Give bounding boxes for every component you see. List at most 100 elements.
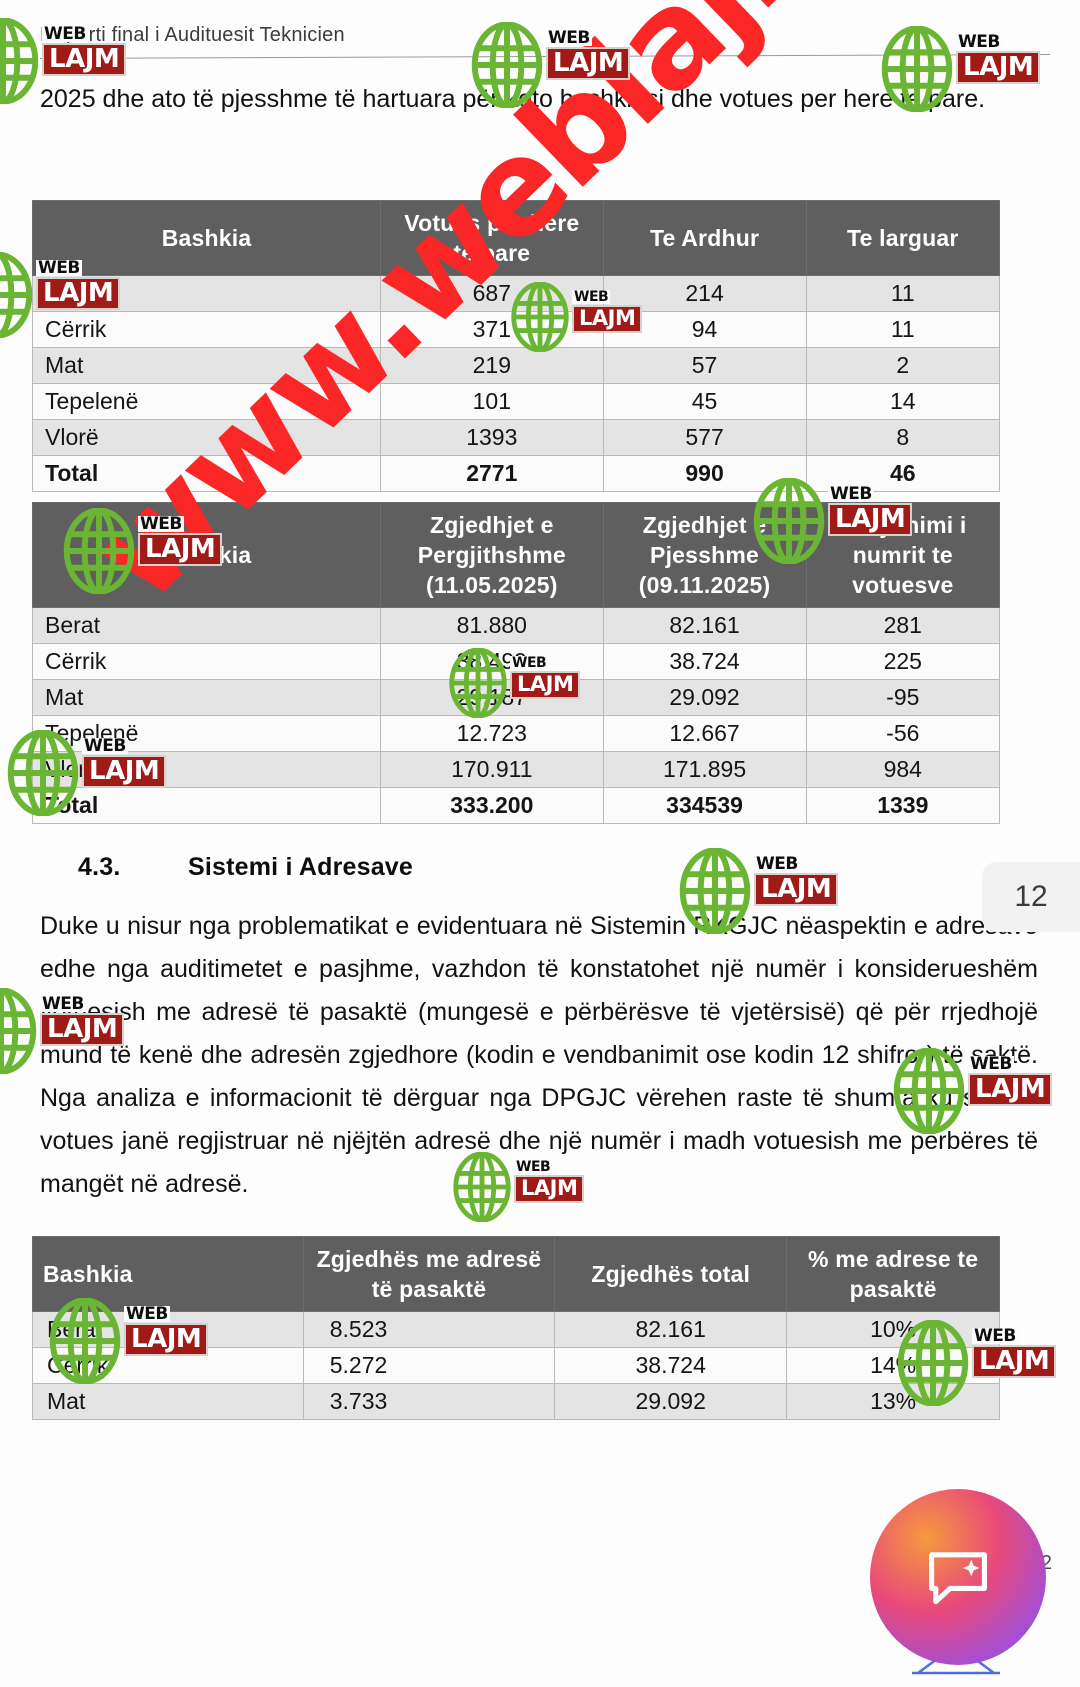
stamp-web-label: WEB bbox=[754, 854, 800, 874]
table-adrese-te-pasakte: Bashkia Zgjedhës me adresë të pasaktë Zg… bbox=[32, 1236, 1000, 1420]
globe-icon bbox=[0, 18, 39, 104]
table-votues-per-here-te-pare: Bashkia Votues per here te pare Te Ardhu… bbox=[31, 200, 1001, 492]
cell-ardhur: 94 bbox=[602, 311, 807, 348]
col-header-perqindje: % me adrese te pasaktë bbox=[786, 1236, 1000, 1312]
cell-pasakte: 3.733 bbox=[302, 1383, 556, 1420]
cell-bashkia: Mat bbox=[31, 347, 382, 384]
cell-pergjithshme: 29.187 bbox=[380, 679, 604, 716]
col-header-total: Zgjedhës total bbox=[554, 1236, 788, 1312]
section-title: Sistemi i Adresave bbox=[188, 853, 414, 881]
table-row: Mat 219 57 2 bbox=[31, 347, 1001, 384]
cell-total-pergjithshme: 333.200 bbox=[380, 787, 604, 824]
col-header-bashkia: Bashkia bbox=[32, 1236, 304, 1312]
table-row: Tepelenë 12.723 12.667 -56 bbox=[31, 715, 1001, 752]
document-header: Raporti final i Audituesit Teknicien bbox=[40, 24, 1050, 59]
cell-larguar: 14 bbox=[805, 383, 1001, 420]
cell-perqindje: 14% bbox=[786, 1347, 1000, 1384]
col-header-bashkia: Bashkia bbox=[31, 502, 382, 608]
table-total-row: Total 333.200 334539 1339 bbox=[31, 787, 1001, 824]
cell-ndryshimi: 984 bbox=[805, 751, 1001, 788]
cell-votues: 1393 bbox=[380, 419, 604, 456]
cell-bashkia: Berat bbox=[31, 607, 382, 644]
cell-pergjithshme: 38.499 bbox=[380, 643, 604, 680]
cell-larguar: 11 bbox=[805, 275, 1001, 312]
cell-pjesshme: 12.667 bbox=[602, 715, 807, 752]
chat-sparkle-icon bbox=[929, 1552, 987, 1605]
header-rule bbox=[40, 54, 1050, 59]
cell-bashkia: Tepelenë bbox=[31, 715, 382, 752]
cell-bashkia: Tepelenë bbox=[31, 383, 382, 420]
cell-ardhur: 577 bbox=[602, 419, 807, 456]
cell-ardhur: 45 bbox=[602, 383, 807, 420]
cell-votues: 219 bbox=[380, 347, 604, 384]
paragraph-adresave: Duke u nisur nga problematikat e evident… bbox=[40, 912, 1038, 1198]
table-header-row: Bashkia Zgjedhjet e Pergjithshme (11.05.… bbox=[31, 502, 1001, 608]
col-header-ndryshimi: Ndryshimi i numrit te votuesve bbox=[805, 502, 1001, 608]
cell-ardhur: 57 bbox=[602, 347, 807, 384]
cell-pasakte: 5.272 bbox=[302, 1347, 556, 1384]
col-header-pergjithshme: Zgjedhjet e Pergjithshme (11.05.2025) bbox=[380, 502, 604, 608]
cell-bashkia: Mat bbox=[32, 1383, 304, 1420]
cell-pergjithshme: 81.880 bbox=[380, 607, 604, 644]
header-title: Raporti final i Audituesit Teknicien bbox=[40, 24, 345, 46]
section-number: 4.3. bbox=[78, 853, 121, 881]
cell-pjesshme: 38.724 bbox=[602, 643, 807, 680]
cell-bashkia: Berat bbox=[31, 275, 382, 312]
col-header-pjesshme: Zgjedhjet e Pjesshme (09.11.2025) bbox=[602, 502, 807, 608]
cell-perqindje: 10% bbox=[786, 1311, 1000, 1348]
cell-bashkia: Cërrik bbox=[32, 1347, 304, 1384]
cell-total-label: Total bbox=[31, 787, 382, 824]
section-heading: 4.3. Sistemi i Adresave bbox=[78, 853, 413, 882]
cell-pasakte: 8.523 bbox=[302, 1311, 556, 1348]
table-row: Mat 3.733 29.092 13% bbox=[32, 1383, 1000, 1420]
cell-pjesshme: 82.161 bbox=[602, 607, 807, 644]
cell-total: 38.724 bbox=[554, 1347, 788, 1384]
col-header-bashkia: Bashkia bbox=[31, 200, 382, 276]
cell-total-pjesshme: 334539 bbox=[602, 787, 807, 824]
cell-ndryshimi: -95 bbox=[805, 679, 1001, 716]
table-header-row: Bashkia Votues per here te pare Te Ardhu… bbox=[31, 200, 1001, 276]
cell-bashkia: Vlorë bbox=[31, 751, 382, 788]
cell-votues: 687 bbox=[380, 275, 604, 312]
table-row: Cërrik 371 94 11 bbox=[31, 311, 1001, 348]
table-total-row: Total 2771 990 46 bbox=[31, 455, 1001, 492]
col-header-ardhur: Te Ardhur bbox=[602, 200, 807, 276]
cell-larguar: 11 bbox=[805, 311, 1001, 348]
col-header-pasakte: Zgjedhës me adresë të pasaktë bbox=[302, 1236, 556, 1312]
paragraph-top: 2025 dhe ato të pjesshme të hartuara për… bbox=[40, 85, 986, 113]
cell-bashkia: Vlorë bbox=[31, 419, 382, 456]
globe-icon bbox=[0, 252, 33, 338]
table-krahasimi-zgjedhjeve: Bashkia Zgjedhjet e Pergjithshme (11.05.… bbox=[31, 502, 1001, 824]
cell-ndryshimi: 281 bbox=[805, 607, 1001, 644]
cell-total-larguar: 46 bbox=[805, 455, 1001, 492]
cell-total-votues: 2771 bbox=[380, 455, 604, 492]
table-row: Cërrik 5.272 38.724 14% bbox=[32, 1347, 1000, 1384]
cell-pergjithshme: 12.723 bbox=[380, 715, 604, 752]
cell-perqindje: 13% bbox=[786, 1383, 1000, 1420]
cell-pergjithshme: 170.911 bbox=[380, 751, 604, 788]
cell-bashkia: Mat bbox=[31, 679, 382, 716]
table-row: Cërrik 38.499 38.724 225 bbox=[31, 643, 1001, 680]
cell-bashkia: Berat bbox=[32, 1311, 304, 1348]
stamp-lajm-label: LAJM bbox=[754, 873, 839, 906]
cell-ardhur: 214 bbox=[602, 275, 807, 312]
cell-ndryshimi: -56 bbox=[805, 715, 1001, 752]
scan-action-button[interactable] bbox=[870, 1489, 1046, 1665]
cell-bashkia: Cërrik bbox=[31, 311, 382, 348]
table-row: Vlorë 170.911 171.895 984 bbox=[31, 751, 1001, 788]
cell-bashkia: Cërrik bbox=[31, 643, 382, 680]
cell-total-label: Total bbox=[31, 455, 382, 492]
cell-total: 29.092 bbox=[554, 1383, 788, 1420]
table-row: Berat 687 214 11 bbox=[31, 275, 1001, 312]
table-header-row: Bashkia Zgjedhës me adresë të pasaktë Zg… bbox=[32, 1236, 1000, 1312]
table-row: Mat 29.187 29.092 -95 bbox=[31, 679, 1001, 716]
table-row: Berat 8.523 82.161 10% bbox=[32, 1311, 1000, 1348]
table-row: Berat 81.880 82.161 281 bbox=[31, 607, 1001, 644]
cell-ndryshimi: 225 bbox=[805, 643, 1001, 680]
cell-votues: 371 bbox=[380, 311, 604, 348]
cell-total: 82.161 bbox=[554, 1311, 788, 1348]
cell-total-ndryshimi: 1339 bbox=[805, 787, 1001, 824]
cell-larguar: 2 bbox=[805, 347, 1001, 384]
cell-total-ardhur: 990 bbox=[602, 455, 807, 492]
